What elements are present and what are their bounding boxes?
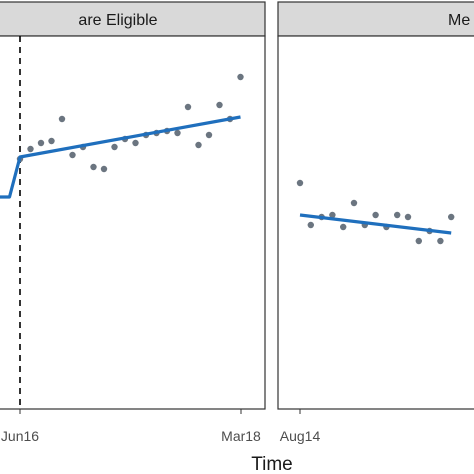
facet-left-strip [0, 1, 266, 37]
left-point-3 [27, 145, 34, 153]
right-point-3 [329, 211, 336, 219]
x-axis-title: Time [251, 454, 293, 474]
left-point-23 [237, 73, 244, 81]
left-point-5 [48, 137, 55, 145]
right-point-7 [372, 211, 379, 219]
left-point-21 [216, 101, 223, 109]
left-point-20 [205, 131, 213, 139]
right-point-5 [350, 199, 358, 207]
left-point-13 [132, 139, 139, 147]
right-point-11 [415, 237, 422, 245]
right-point-4 [340, 223, 347, 231]
left-trend-line [0, 115, 241, 199]
right-point-1 [307, 221, 314, 229]
right-point-10 [404, 213, 412, 221]
left-point-10 [100, 165, 108, 173]
facet-right: Me Aug14 [277, 1, 474, 444]
left-point-7 [69, 151, 76, 159]
facet-left-label: are Eligible [78, 12, 157, 29]
right-point-14 [448, 213, 455, 221]
left-point-18 [184, 103, 192, 111]
facet-left-marks [0, 36, 244, 409]
right-point-13 [437, 237, 444, 245]
x-tick-label-aug14: Aug14 [280, 428, 321, 444]
left-point-17 [174, 129, 181, 137]
left-point-6 [58, 115, 66, 123]
left-point-4 [37, 139, 45, 147]
facet-right-strip [277, 1, 474, 37]
right-point-9 [394, 211, 401, 219]
facet-right-label: Me [448, 12, 470, 29]
left-point-19 [195, 141, 202, 149]
right-point-0 [296, 179, 304, 187]
left-point-9 [90, 163, 97, 171]
right-trend-line [299, 213, 452, 235]
x-tick-label-mar18: Mar18 [221, 428, 261, 444]
facet-right-marks [296, 179, 455, 245]
facet-left-panel [0, 35, 266, 410]
facet-left: are Eligible Jun16 Mar18 [0, 1, 266, 444]
left-point-11 [111, 143, 118, 151]
x-tick-label-jun16: Jun16 [1, 428, 39, 444]
